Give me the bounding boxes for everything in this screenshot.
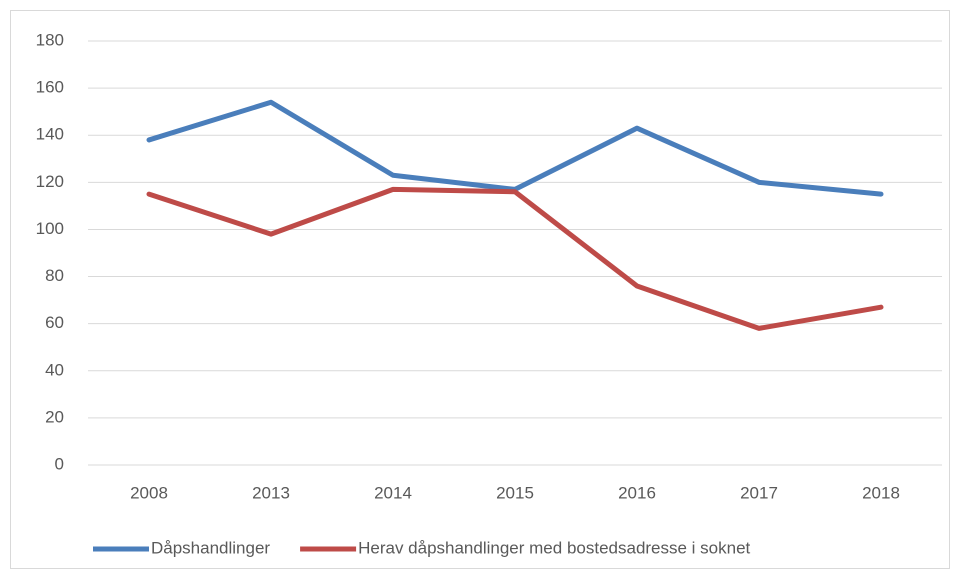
y-tick-label: 180 [36, 30, 64, 49]
y-tick-label: 60 [45, 313, 64, 332]
x-tick-label: 2018 [862, 483, 900, 502]
series-line [146, 186, 884, 331]
x-tick-label: 2016 [618, 483, 656, 502]
x-tick-label: 2014 [374, 483, 412, 502]
y-tick-label: 100 [36, 219, 64, 238]
x-tick-label: 2013 [252, 483, 290, 502]
x-tick-label: 2015 [496, 483, 534, 502]
y-tick-label: 0 [55, 454, 64, 473]
chart-frame [10, 10, 950, 569]
x-tick-label: 2017 [740, 483, 778, 502]
y-tick-label: 140 [36, 125, 64, 144]
y-tick-label: 120 [36, 172, 64, 191]
legend-label: Dåpshandlinger [151, 538, 270, 557]
y-tick-label: 80 [45, 266, 64, 285]
y-tick-label: 20 [45, 407, 64, 426]
y-tick-label: 40 [45, 360, 64, 379]
y-tick-label: 160 [36, 78, 64, 97]
x-tick-label: 2008 [130, 483, 168, 502]
legend-label: Herav dåpshandlinger med bostedsadresse … [358, 538, 750, 557]
